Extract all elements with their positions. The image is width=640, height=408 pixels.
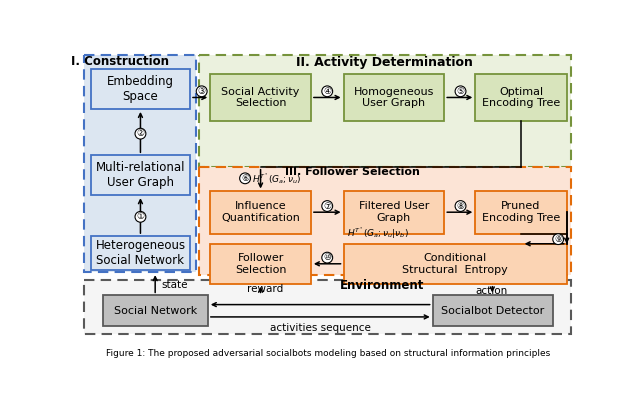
Text: Socialbot Detector: Socialbot Detector	[441, 306, 544, 316]
Text: reward: reward	[246, 284, 283, 294]
Circle shape	[322, 201, 333, 211]
Text: Pruned
Encoding Tree: Pruned Encoding Tree	[482, 202, 560, 223]
Text: Embedding
Space: Embedding Space	[107, 75, 174, 103]
Circle shape	[239, 173, 250, 184]
Text: ①: ①	[136, 212, 145, 221]
Text: ⑨: ⑨	[554, 235, 562, 244]
Text: ③: ③	[198, 87, 205, 96]
Text: Heterogeneous
Social Network: Heterogeneous Social Network	[95, 239, 186, 267]
Text: III. Follower Selection: III. Follower Selection	[285, 167, 420, 177]
Text: ⑥: ⑥	[241, 174, 249, 183]
Bar	[198, 55, 571, 167]
Text: ⑩: ⑩	[323, 253, 332, 262]
Circle shape	[135, 128, 146, 139]
Text: Social Activity
Selection: Social Activity Selection	[221, 86, 300, 108]
Text: Multi-relational
User Graph: Multi-relational User Graph	[96, 161, 185, 189]
Circle shape	[455, 86, 466, 97]
Bar	[84, 55, 196, 272]
Bar	[91, 155, 190, 195]
Text: Homogeneous
User Graph: Homogeneous User Graph	[354, 86, 434, 108]
Circle shape	[196, 86, 207, 97]
Text: Follower
Selection: Follower Selection	[235, 253, 286, 275]
Bar	[476, 74, 566, 121]
Circle shape	[322, 86, 333, 97]
Bar	[344, 74, 444, 121]
Text: II. Activity Determination: II. Activity Determination	[296, 55, 473, 69]
Text: ②: ②	[136, 129, 145, 138]
Text: Optimal
Encoding Tree: Optimal Encoding Tree	[482, 86, 560, 108]
Circle shape	[322, 252, 333, 263]
Text: $H^{T^*}(G_a;\nu_u|\nu_b)$: $H^{T^*}(G_a;\nu_u|\nu_b)$	[348, 225, 409, 241]
Bar	[210, 244, 311, 284]
Text: Environment: Environment	[340, 279, 424, 292]
Text: Social Network: Social Network	[113, 306, 197, 316]
Text: Filtered User
Graph: Filtered User Graph	[358, 202, 429, 223]
Bar	[344, 244, 566, 284]
Text: Conditional
Structural  Entropy: Conditional Structural Entropy	[402, 253, 508, 275]
Text: I. Construction: I. Construction	[71, 55, 170, 68]
Text: ④: ④	[323, 87, 332, 96]
Text: ⑤: ⑤	[456, 87, 465, 96]
Text: state: state	[161, 280, 188, 290]
Circle shape	[553, 234, 564, 244]
Text: $H^{T^*}(G_a;\nu_u)$: $H^{T^*}(G_a;\nu_u)$	[252, 171, 301, 186]
Circle shape	[135, 211, 146, 222]
Text: activities sequence: activities sequence	[270, 323, 371, 333]
Text: Figure 1: The proposed adversarial socialbots modeling based on structural infor: Figure 1: The proposed adversarial socia…	[106, 349, 550, 358]
Text: Influence
Quantification: Influence Quantification	[221, 202, 300, 223]
Bar	[476, 191, 566, 234]
Bar	[210, 191, 311, 234]
Text: ⑦: ⑦	[323, 202, 332, 211]
Text: action: action	[476, 286, 508, 296]
Circle shape	[455, 201, 466, 211]
Bar	[198, 167, 571, 275]
Bar	[103, 295, 208, 326]
Text: ⑧: ⑧	[456, 202, 465, 211]
Bar	[91, 69, 190, 109]
Bar	[433, 295, 553, 326]
Bar	[84, 280, 571, 334]
Bar	[210, 74, 311, 121]
Bar	[344, 191, 444, 234]
Bar	[91, 236, 190, 270]
